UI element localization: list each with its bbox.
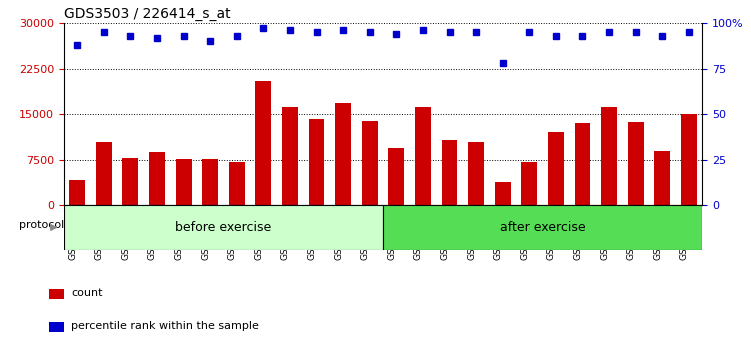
Text: GSM306080: GSM306080 [307, 205, 316, 260]
Text: GSM306067: GSM306067 [441, 205, 450, 260]
Text: GSM306074: GSM306074 [228, 205, 237, 260]
Bar [681, 114, 697, 205]
Text: GSM306065: GSM306065 [414, 205, 423, 260]
Bar [548, 132, 564, 205]
Text: GSM306063: GSM306063 [388, 205, 397, 260]
Bar [601, 107, 617, 205]
Text: GSM306069: GSM306069 [467, 205, 476, 260]
Bar [575, 123, 590, 205]
Text: percentile rank within the sample: percentile rank within the sample [71, 321, 259, 331]
Bar [255, 81, 271, 205]
Bar [495, 182, 511, 205]
Text: GSM306073: GSM306073 [520, 205, 529, 260]
Text: GSM306079: GSM306079 [600, 205, 609, 260]
Bar [521, 161, 537, 205]
Bar [654, 151, 671, 205]
Text: GSM306084: GSM306084 [360, 205, 369, 260]
Bar [415, 107, 431, 205]
Text: GSM306062: GSM306062 [68, 205, 77, 260]
Bar [628, 122, 644, 205]
Bar [362, 121, 378, 205]
Text: after exercise: after exercise [499, 221, 586, 234]
Text: GSM306081: GSM306081 [626, 205, 635, 260]
Bar [149, 152, 165, 205]
Text: GSM306078: GSM306078 [281, 205, 290, 260]
Bar [468, 142, 484, 205]
Text: GSM306064: GSM306064 [95, 205, 104, 260]
Text: GSM306083: GSM306083 [653, 205, 662, 260]
Text: GSM306072: GSM306072 [201, 205, 210, 260]
Bar [64, 205, 383, 250]
Bar [176, 159, 192, 205]
Text: GSM306075: GSM306075 [547, 205, 556, 260]
Text: protocol: protocol [20, 220, 65, 230]
Bar [335, 103, 351, 205]
Text: GSM306071: GSM306071 [493, 205, 502, 260]
Bar [49, 289, 64, 299]
Bar [69, 180, 85, 205]
Bar [309, 119, 324, 205]
Text: count: count [71, 288, 103, 298]
Text: GSM306077: GSM306077 [574, 205, 583, 260]
Bar [282, 107, 298, 205]
Bar [122, 158, 138, 205]
Bar [388, 148, 404, 205]
Bar [202, 159, 218, 205]
Bar [383, 205, 702, 250]
Text: GSM306085: GSM306085 [680, 205, 689, 260]
Text: GSM306070: GSM306070 [174, 205, 183, 260]
Text: before exercise: before exercise [175, 221, 272, 234]
Bar [229, 161, 245, 205]
Text: GSM306066: GSM306066 [122, 205, 131, 260]
Bar [49, 322, 64, 332]
Text: GSM306068: GSM306068 [148, 205, 157, 260]
Text: GDS3503 / 226414_s_at: GDS3503 / 226414_s_at [64, 7, 231, 21]
Bar [442, 140, 457, 205]
Text: GSM306082: GSM306082 [334, 205, 343, 260]
Bar [96, 142, 112, 205]
Text: GSM306076: GSM306076 [255, 205, 264, 260]
